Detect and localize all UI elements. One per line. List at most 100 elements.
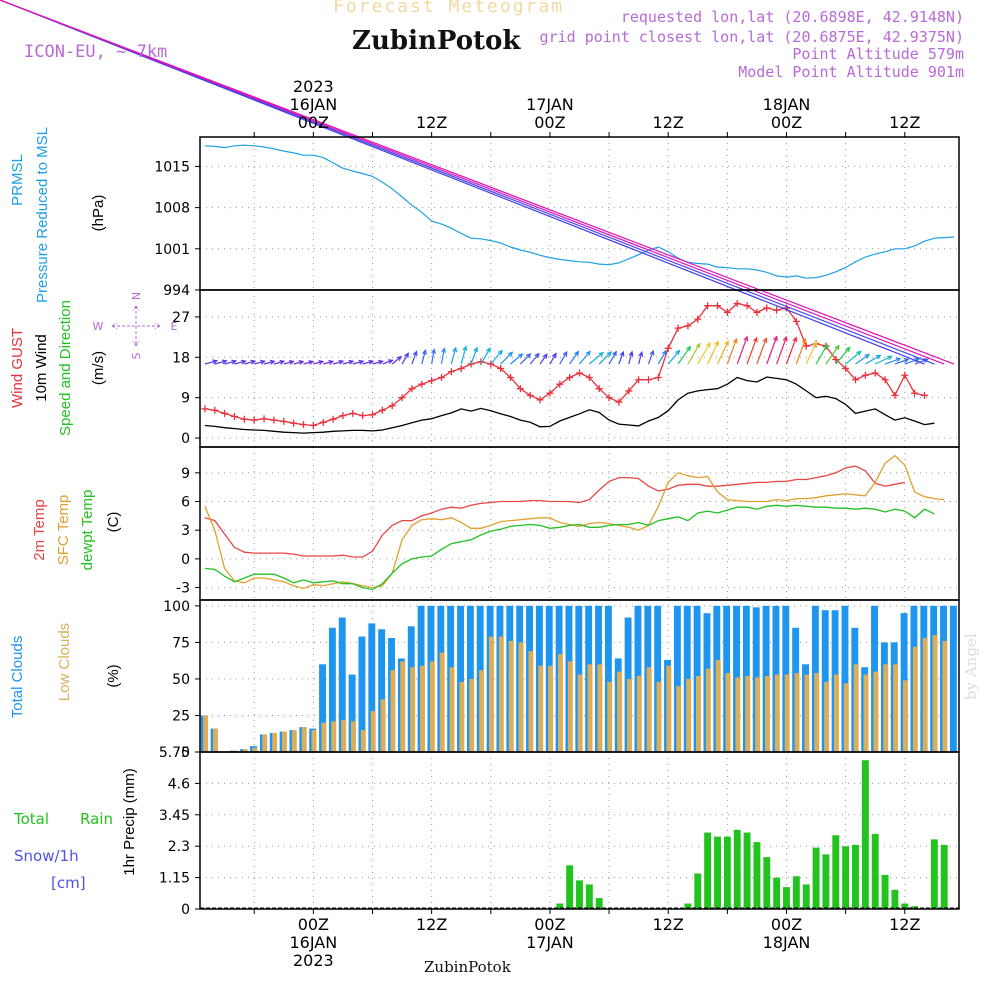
low-clouds-bar	[774, 674, 780, 752]
wind-arrow-head	[298, 360, 305, 365]
gust-marker	[576, 369, 583, 377]
wind-direction-arrow	[293, 360, 304, 365]
low-clouds-bar	[715, 659, 721, 752]
total-clouds-bar	[949, 605, 957, 752]
wind-arrow-head	[619, 350, 625, 357]
wind-arrow-head	[525, 353, 532, 359]
gust-marker	[221, 409, 229, 417]
y-tick-label: 3	[181, 523, 190, 539]
wind-direction-arrow	[569, 351, 579, 365]
rain-bar	[871, 833, 879, 909]
low-clouds-bar	[508, 640, 514, 752]
rain-bar	[832, 835, 840, 909]
low-clouds-bar	[804, 674, 810, 752]
low-clouds-bar	[459, 681, 465, 752]
low-clouds-bar	[794, 673, 800, 752]
wind-arrow-head	[338, 359, 345, 365]
gust-marker	[852, 376, 859, 384]
gust-marker	[881, 376, 889, 384]
wind-arrow-head	[358, 359, 365, 365]
gust-marker	[871, 369, 879, 377]
y-tick-label: 1015	[154, 159, 190, 175]
gust-marker	[398, 394, 406, 402]
wind-arrow-head	[240, 359, 247, 365]
top-axis-date-label: 18JAN	[763, 95, 811, 114]
wind-direction-arrow	[697, 342, 711, 365]
compass-north-label: N	[130, 292, 143, 300]
y-tick-label: 3.45	[159, 808, 190, 824]
wind-arrow-head	[441, 347, 447, 353]
wind-direction-arrow	[628, 351, 633, 365]
gust-marker	[891, 391, 899, 399]
low-clouds-bar	[538, 665, 544, 752]
wind-direction-arrow	[323, 360, 334, 365]
wind-arrow-head	[497, 349, 503, 356]
wind-arrow-head	[396, 355, 403, 361]
low-clouds-bar	[656, 681, 662, 752]
wind-direction-arrow	[450, 347, 457, 365]
top-axis-hour-label: 00Z	[298, 113, 329, 132]
gust-marker	[733, 299, 741, 307]
low-clouds-bar	[863, 674, 869, 752]
wind-arrow-head	[318, 360, 325, 365]
gust-marker	[753, 308, 761, 316]
wind-arrow-head	[412, 350, 418, 357]
wind-arrow-head	[812, 340, 818, 347]
wind-direction-arrow	[254, 360, 265, 365]
compass-south-label: S	[130, 352, 143, 359]
low-clouds-bar	[400, 661, 406, 752]
gust-marker	[211, 406, 219, 414]
gust-marker	[290, 419, 298, 427]
bottom-axis-hour-label: 12Z	[653, 915, 684, 934]
total-clouds-bar	[338, 617, 346, 752]
wind-direction-arrow	[736, 336, 748, 365]
low-clouds-bar	[784, 674, 790, 752]
gust-marker	[418, 380, 426, 388]
wind-arrow-head	[686, 345, 691, 352]
wind-arrow-head	[404, 352, 409, 358]
low-clouds-bar	[301, 727, 307, 752]
wind-arrow-head	[887, 355, 893, 361]
wind-arrow-head	[212, 359, 219, 365]
gust-marker	[329, 415, 337, 423]
top-axis-date-label: 17JAN	[526, 95, 574, 114]
gust-marker	[832, 356, 840, 364]
gust-marker	[704, 302, 712, 310]
low-clouds-bar	[282, 731, 287, 752]
y-tick-label: 0	[181, 552, 190, 568]
wind-direction-arrow	[588, 352, 604, 365]
low-clouds-bar	[883, 664, 889, 752]
wind-direction-arrow	[431, 349, 435, 365]
low-clouds-bar	[903, 680, 908, 752]
wind-arrow-head	[714, 340, 719, 347]
wind-arrow-head	[649, 349, 655, 356]
gust-marker	[516, 385, 524, 393]
low-clouds-bar	[617, 671, 623, 752]
wind-arrow-head	[923, 358, 929, 363]
low-clouds-bar	[824, 681, 830, 752]
wind-direction-arrow	[204, 360, 218, 365]
wind-arrow-head	[845, 346, 851, 352]
wind-direction-arrow	[815, 344, 828, 365]
wind-arrow-head	[834, 344, 840, 351]
wind-direction-arrow	[835, 347, 851, 365]
low-clouds-bar	[203, 715, 209, 752]
total-clouds-bar	[368, 623, 376, 752]
y-tick-label: -3	[176, 581, 190, 597]
rain-bar	[861, 760, 869, 909]
gust-marker	[369, 411, 376, 419]
gust-marker	[861, 371, 869, 379]
wind-direction-arrow	[618, 351, 624, 365]
low-clouds-bar	[666, 665, 672, 752]
rain-bar	[753, 842, 761, 909]
gust-marker	[645, 376, 652, 384]
wind-direction-arrow	[411, 351, 418, 365]
wind-direction-arrow	[549, 353, 557, 365]
rain-bar	[881, 874, 889, 909]
low-clouds-bar	[380, 699, 386, 752]
gust-marker	[447, 368, 455, 376]
wind-arrow-head	[875, 354, 882, 360]
wind-direction-arrow	[559, 351, 568, 365]
point-altitude: Point Altitude 579m	[792, 45, 964, 63]
wind-direction-arrow	[667, 350, 680, 365]
